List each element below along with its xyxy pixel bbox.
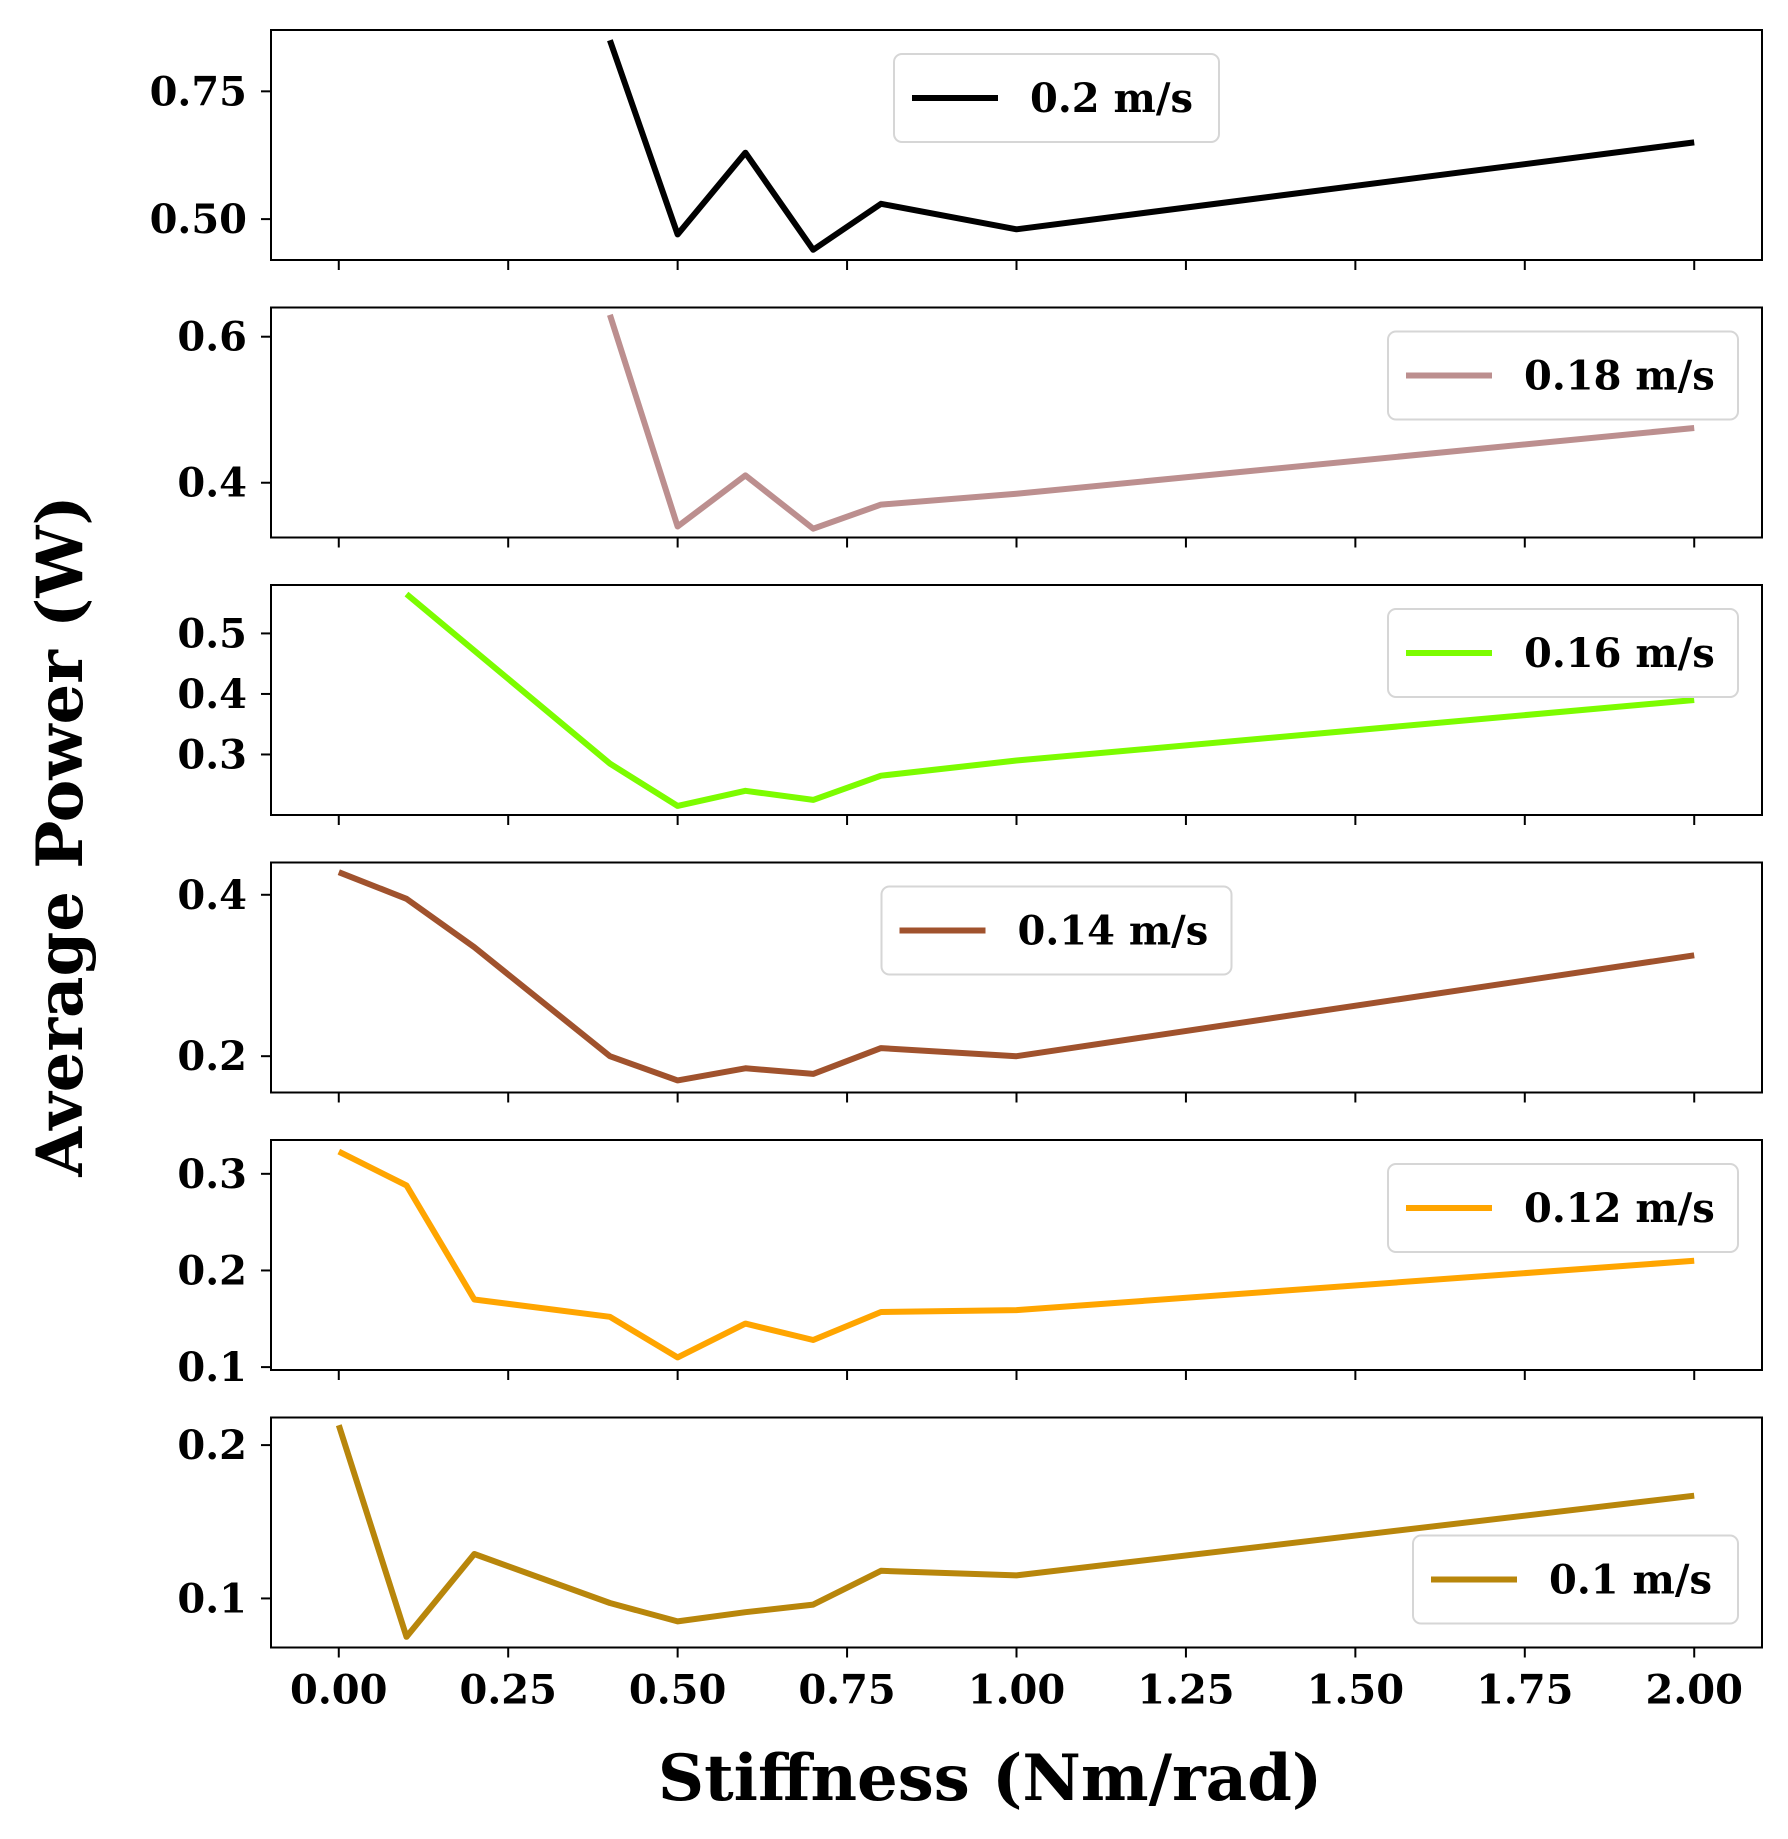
legend-box [1387, 608, 1739, 698]
legend-box [1412, 1534, 1739, 1625]
series-line [404, 591, 1695, 809]
legend-label: 0.1 m/s [1549, 1557, 1712, 1604]
y-tick-label: 0.75 [150, 68, 247, 115]
y-tick-label: 0.5 [177, 610, 247, 657]
legend: 0.2 m/s [893, 53, 1220, 143]
series-line [337, 1148, 1695, 1361]
legend-label: 0.18 m/s [1524, 353, 1715, 400]
x-axis-title: Stiffness (Nm/rad) [658, 1741, 1322, 1816]
subplot-5: 0.1 0.2 0.3 0.12 m/s [177, 1139, 1763, 1391]
legend-label: 0.16 m/s [1524, 630, 1715, 677]
x-tick-label: 1.25 [1137, 1667, 1234, 1714]
legend-label: 0.14 m/s [1018, 908, 1209, 955]
x-tick-label: 0.25 [459, 1667, 556, 1714]
legend: 0.18 m/s [1387, 330, 1739, 421]
series-line [607, 39, 1695, 253]
panels-group: 0.500.75 0.2 m/s0.40.60.18 m/s0.30.40.5 0.… [150, 29, 1763, 1714]
legend-box [1387, 330, 1739, 421]
y-tick-label: 0.4 [177, 872, 247, 919]
legend: 0.12 m/s [1387, 1163, 1739, 1253]
y-tick-label: 0.2 [177, 1247, 247, 1294]
x-tick-label: 1.75 [1476, 1667, 1573, 1714]
x-tick-label: 0.00 [290, 1667, 387, 1714]
series-line [335, 1424, 1695, 1640]
legend: 0.14 m/s [880, 885, 1233, 976]
x-tick-label: 0.75 [798, 1667, 895, 1714]
legend-label: 0.2 m/s [1030, 75, 1193, 122]
y-axis-title: Average Power (W) [23, 495, 98, 1177]
subplot-3: 0.3 0.4 0.5 0.16 m/s [177, 584, 1763, 825]
legend-box [1387, 1163, 1739, 1253]
x-tick-label: 1.00 [968, 1667, 1065, 1714]
legend-label: 0.12 m/s [1524, 1185, 1715, 1232]
y-tick-label: 0.2 [177, 1033, 247, 1080]
y-tick-label: 0.4 [177, 460, 247, 507]
series-line [337, 869, 1695, 1084]
x-tick-label: 0.50 [629, 1667, 726, 1714]
legend-box [893, 53, 1220, 143]
subplot-2: 0.4 0.6 0.18 m/s [177, 306, 1763, 548]
subplot-4: 0.2 0.4 0.14 m/s [177, 861, 1763, 1103]
y-tick-label: 0.3 [177, 1151, 247, 1198]
y-tick-label: 0.2 [177, 1422, 247, 1469]
subplot-6: 0.00 0.25 0.50 0.75 1.00 1.25 1.50 1.75 2.00 0.1 0… [177, 1416, 1763, 1714]
y-tick-label: 0.3 [177, 731, 247, 778]
legend: 0.1 m/s [1412, 1534, 1739, 1625]
legend-box [880, 885, 1233, 976]
x-tick-label: 1.50 [1307, 1667, 1404, 1714]
y-tick-label: 0.6 [177, 314, 247, 361]
y-tick-label: 0.1 [177, 1575, 247, 1622]
y-tick-label: 0.1 [177, 1344, 247, 1391]
y-tick-label: 0.50 [150, 196, 247, 243]
series-line [607, 313, 1695, 532]
legend: 0.16 m/s [1387, 608, 1739, 698]
x-tick-label: 2.00 [1646, 1667, 1743, 1714]
y-tick-label: 0.4 [177, 671, 247, 718]
subplot-1: 0.50 0.75 0.2 m/s [150, 29, 1763, 270]
